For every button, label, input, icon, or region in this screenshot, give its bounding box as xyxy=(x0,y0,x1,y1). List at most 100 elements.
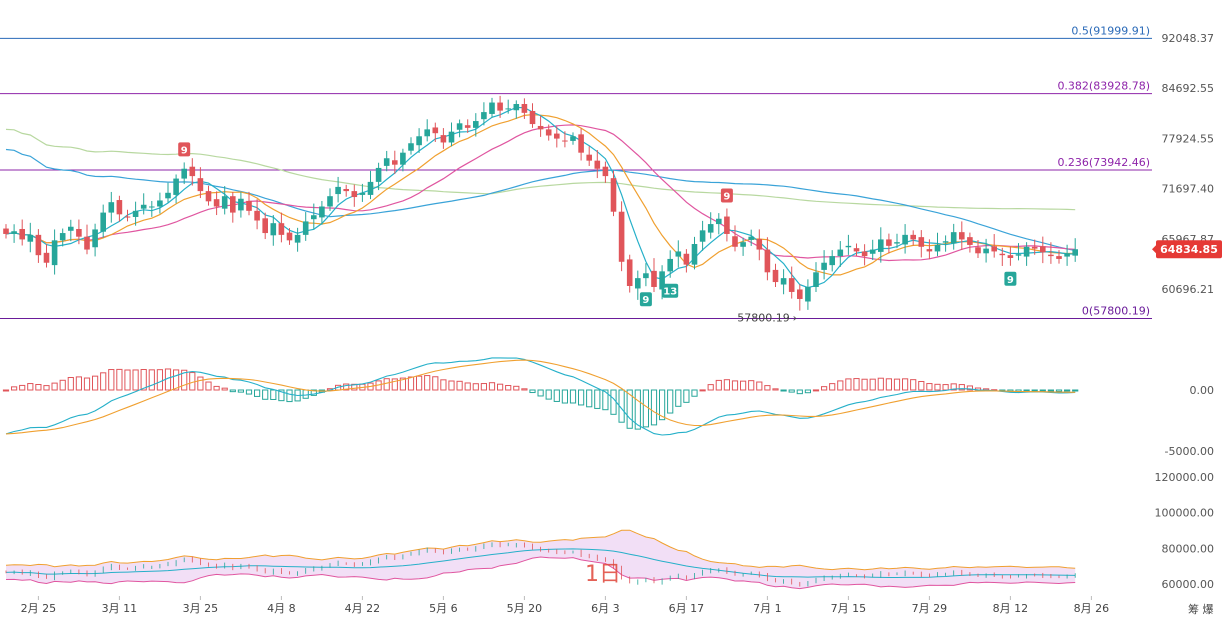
candle-body-131 xyxy=(1064,253,1070,257)
time-label-6: 5月 20 xyxy=(507,602,543,615)
candle-62 xyxy=(505,99,511,114)
macd-bar-78 xyxy=(634,389,641,430)
macd-bar-10 xyxy=(83,377,91,391)
candle-body-101 xyxy=(821,262,827,270)
td-marker-1 xyxy=(639,292,652,307)
candle-122 xyxy=(991,234,997,258)
candle-6 xyxy=(51,229,58,275)
candle-body-65 xyxy=(529,110,536,125)
candle-body-119 xyxy=(967,237,973,245)
candle-57 xyxy=(464,119,471,133)
macd-bar-74 xyxy=(602,389,609,411)
fib-label-1: 0.382(83928.78) xyxy=(1057,80,1150,93)
candle-68 xyxy=(554,126,560,148)
macd-bar-9 xyxy=(75,376,83,391)
candle-body-87 xyxy=(707,224,714,233)
candle-body-121 xyxy=(983,248,989,254)
candle-body-69 xyxy=(562,140,568,142)
macd-bar-92 xyxy=(748,380,755,391)
macd-dea-line xyxy=(5,359,1076,435)
candle-body-26 xyxy=(213,199,220,207)
price-tick-5: 60696.21 xyxy=(1162,283,1215,296)
price-tick-0: 92048.37 xyxy=(1162,32,1215,45)
macd-bar-30 xyxy=(245,389,253,395)
time-label-5: 5月 6 xyxy=(429,602,458,615)
candle-25 xyxy=(205,185,212,206)
candle-body-83 xyxy=(675,251,682,257)
candle-130 xyxy=(1056,250,1062,264)
price-tick-3: 71697.40 xyxy=(1162,183,1215,196)
time-label-0: 2月 25 xyxy=(21,602,57,615)
macd-bar-38 xyxy=(310,389,317,396)
macd-bar-73 xyxy=(594,389,601,409)
candle-body-30 xyxy=(246,200,252,211)
candle-35 xyxy=(286,228,293,245)
candle-81 xyxy=(659,265,665,300)
macd-bar-103 xyxy=(837,380,844,391)
candle-body-37 xyxy=(302,221,309,235)
candle-65 xyxy=(529,103,536,128)
macd-bar-27 xyxy=(221,387,228,391)
candle-126 xyxy=(1023,242,1030,266)
candle-51 xyxy=(416,128,422,153)
candle-body-12 xyxy=(100,212,106,232)
candle-2 xyxy=(19,219,25,246)
macd-bar-26 xyxy=(213,385,220,391)
candle-body-74 xyxy=(602,166,609,177)
time-label-12: 8月 12 xyxy=(993,602,1029,615)
candle-91 xyxy=(740,237,746,256)
band-lower xyxy=(5,556,1076,590)
candle-115 xyxy=(934,232,941,257)
candle-79 xyxy=(643,263,649,287)
volume-tick-3: 60000.00 xyxy=(1162,578,1215,591)
macd-dif-line xyxy=(5,357,1076,436)
candle-body-128 xyxy=(1040,246,1046,253)
candle-95 xyxy=(772,263,779,287)
candle-body-25 xyxy=(205,191,212,202)
candle-18 xyxy=(149,200,155,217)
td-marker-4 xyxy=(1004,271,1017,286)
candle-body-51 xyxy=(416,136,422,146)
candle-body-23 xyxy=(189,166,196,177)
candle-70 xyxy=(570,132,576,145)
macd-bar-23 xyxy=(189,372,196,391)
macd-bar-88 xyxy=(715,379,722,391)
time-label-9: 7月 1 xyxy=(753,602,782,615)
candle-body-64 xyxy=(521,104,528,113)
macd-bar-0 xyxy=(2,389,10,392)
candle-71 xyxy=(578,128,584,161)
macd-bar-61 xyxy=(497,383,504,391)
candle-body-42 xyxy=(343,188,349,192)
macd-bar-13 xyxy=(108,369,115,391)
macd-bar-75 xyxy=(610,389,617,415)
candle-34 xyxy=(278,212,285,243)
time-axis: 2月 25 3月 11 3月 25 4月 8 4月 22 5月 6 5月 20 6月 3 6月 … xyxy=(21,596,1109,615)
candle-100 xyxy=(813,262,819,292)
candle-103 xyxy=(837,241,844,267)
candle-108 xyxy=(878,227,884,263)
macd-tick-0: 0.00 xyxy=(1190,384,1215,397)
candle-92 xyxy=(748,229,754,246)
candle-body-44 xyxy=(359,192,366,195)
candle-60 xyxy=(489,97,495,118)
macd-bar-57 xyxy=(464,382,471,391)
candle-body-127 xyxy=(1031,246,1038,249)
candle-38 xyxy=(311,203,317,230)
candle-104 xyxy=(845,234,852,255)
candles[interactable]: 57800.19 › xyxy=(3,95,1078,325)
candle-body-80 xyxy=(651,270,657,287)
candle-body-8 xyxy=(68,226,74,231)
macd-bar-16 xyxy=(132,369,139,391)
candle-body-24 xyxy=(197,178,204,192)
candle-body-90 xyxy=(732,236,738,247)
macd-bar-12 xyxy=(100,372,107,391)
candle-body-28 xyxy=(230,196,236,213)
volume-tick-0: 120000.00 xyxy=(1155,471,1215,484)
candle-body-70 xyxy=(570,136,576,141)
candle-3 xyxy=(27,222,34,253)
candle-body-99 xyxy=(805,286,811,302)
time-label-1: 3月 11 xyxy=(102,602,138,615)
macd-bar-1 xyxy=(11,386,18,391)
corner-text[interactable]: 筹 爆 xyxy=(1188,602,1214,616)
